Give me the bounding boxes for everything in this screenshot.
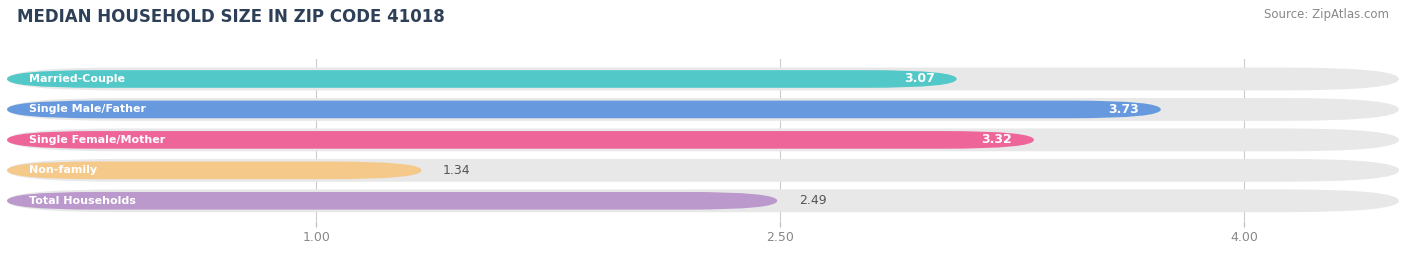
FancyBboxPatch shape: [7, 98, 1399, 121]
Text: Non-family: Non-family: [28, 165, 97, 175]
Text: 3.07: 3.07: [904, 72, 935, 86]
FancyBboxPatch shape: [7, 161, 422, 179]
FancyBboxPatch shape: [7, 101, 1161, 118]
FancyBboxPatch shape: [7, 131, 1033, 149]
FancyBboxPatch shape: [7, 189, 1399, 212]
Text: 3.73: 3.73: [1108, 103, 1139, 116]
Text: MEDIAN HOUSEHOLD SIZE IN ZIP CODE 41018: MEDIAN HOUSEHOLD SIZE IN ZIP CODE 41018: [17, 8, 444, 26]
FancyBboxPatch shape: [7, 68, 1399, 90]
FancyBboxPatch shape: [7, 70, 956, 88]
Text: 3.32: 3.32: [981, 133, 1012, 146]
Text: 1.34: 1.34: [443, 164, 471, 177]
Text: Married-Couple: Married-Couple: [28, 74, 125, 84]
FancyBboxPatch shape: [7, 159, 1399, 182]
Text: Total Households: Total Households: [28, 196, 135, 206]
Text: 2.49: 2.49: [799, 194, 827, 207]
Text: Single Female/Mother: Single Female/Mother: [28, 135, 165, 145]
FancyBboxPatch shape: [7, 129, 1399, 151]
FancyBboxPatch shape: [7, 192, 778, 210]
Text: Single Male/Father: Single Male/Father: [28, 104, 146, 114]
Text: Source: ZipAtlas.com: Source: ZipAtlas.com: [1264, 8, 1389, 21]
